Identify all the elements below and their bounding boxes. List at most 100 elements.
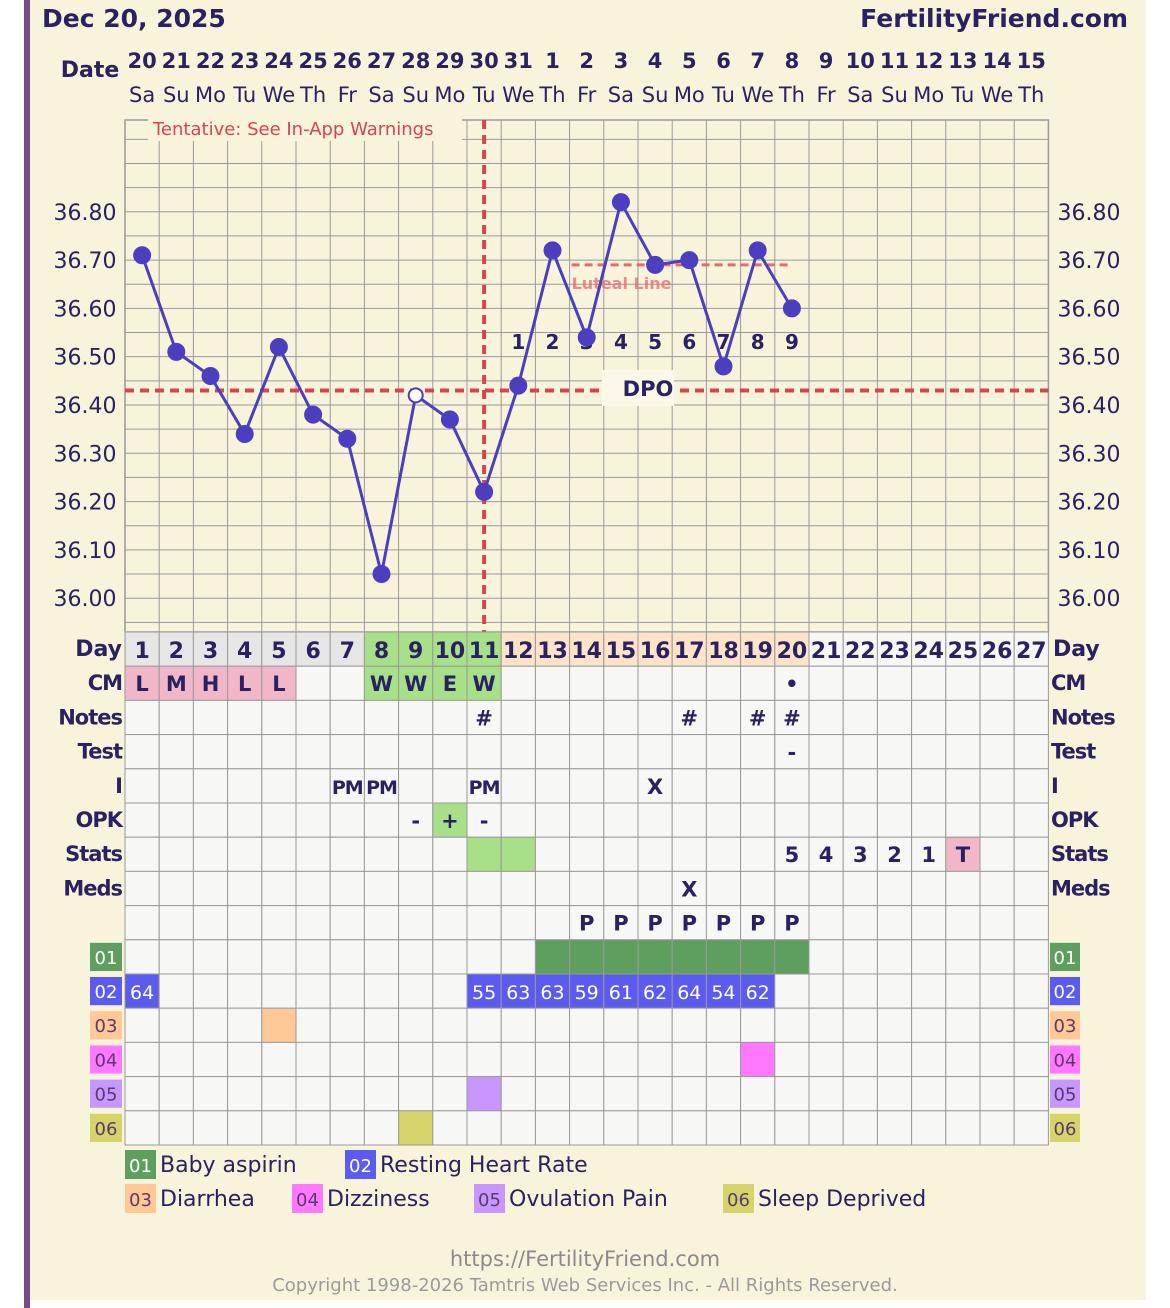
table-cell (500, 802, 536, 838)
date-number: 8 (785, 49, 800, 73)
table-cell (569, 836, 605, 872)
row-label-test: Test (78, 740, 123, 764)
row-label-right-stats: Stats (1051, 842, 1108, 866)
warning-text: Tentative: See In-App Warnings (152, 119, 433, 140)
table-cell (124, 699, 160, 736)
temperature-point[interactable] (646, 255, 665, 274)
weekday-label: Tu (472, 83, 496, 107)
temperature-point[interactable] (440, 410, 459, 429)
table-cell (158, 768, 194, 804)
row-label-right-notes: Notes (1051, 705, 1115, 729)
temperature-point[interactable] (269, 338, 288, 357)
category-cell (603, 939, 639, 975)
date-number: 2 (579, 49, 594, 73)
temperature-point[interactable] (133, 246, 152, 265)
table-cell (363, 665, 400, 701)
day-number: 20 (777, 639, 808, 664)
category-cell (363, 939, 400, 975)
category-cell (295, 1041, 331, 1078)
day-number: 24 (913, 639, 944, 664)
temperature-point-open[interactable] (407, 387, 424, 404)
category-cell (432, 939, 468, 975)
category-cell (705, 1007, 742, 1043)
table-cell (740, 870, 776, 907)
table-cell-value: P (784, 912, 799, 936)
day-number: 21 (811, 639, 842, 664)
category-cell (432, 1041, 468, 1078)
table-cell (603, 870, 639, 907)
legend-label: Diarrhea (160, 1187, 255, 1212)
day-cell (363, 631, 400, 667)
category-cell (876, 1041, 913, 1078)
category-cell (945, 973, 981, 1009)
category-badge-left (90, 1079, 122, 1108)
table-cell (158, 870, 194, 907)
category-cell (876, 1076, 913, 1112)
temperature-point[interactable] (714, 357, 733, 376)
table-cell (363, 699, 400, 736)
temperature-point[interactable] (543, 241, 562, 260)
temperature-point[interactable] (475, 482, 494, 501)
table-cell (740, 768, 776, 804)
day-cell (192, 631, 229, 667)
table-cell (261, 870, 297, 907)
day-number: 17 (674, 639, 705, 664)
table-cell (124, 802, 160, 838)
table-cell (671, 665, 707, 701)
temperature-point[interactable] (782, 299, 801, 318)
table-cell (398, 905, 434, 941)
day-row-label-right: Day (1053, 637, 1100, 662)
table-cell-value: P (647, 912, 662, 936)
table-cell (842, 665, 878, 701)
temperature-point[interactable] (338, 429, 357, 448)
category-cell (705, 1110, 742, 1146)
table-cell-value: L (272, 672, 285, 696)
category-cell (124, 1110, 160, 1146)
category-cell (363, 973, 400, 1009)
table-cell-value: 3 (853, 843, 868, 867)
temperature-point[interactable] (167, 342, 186, 361)
table-cell-value: # (475, 706, 493, 730)
table-cell (466, 734, 502, 770)
table-cell (842, 870, 878, 907)
day-number: 9 (408, 639, 423, 664)
legend-label: Resting Heart Rate (380, 1153, 588, 1178)
table-cell (261, 699, 297, 736)
table-cell (158, 802, 194, 838)
weekday-label: Mo (913, 83, 944, 107)
legend-code: 04 (296, 1190, 319, 1211)
temperature-point[interactable] (235, 424, 254, 443)
category-badge-right (1050, 1079, 1080, 1108)
category-cell (295, 1007, 331, 1043)
warning-bg (148, 117, 462, 141)
category-cell (261, 1110, 297, 1146)
temperature-point[interactable] (577, 328, 596, 347)
header-date: Dec 20, 2025 (42, 4, 226, 33)
category-cell (842, 973, 878, 1009)
table-cell (637, 699, 673, 736)
y-tick-label-right: 36.40 (1058, 394, 1121, 419)
temperature-point[interactable] (680, 251, 699, 270)
temperature-point[interactable] (201, 367, 220, 385)
temperature-point[interactable] (748, 241, 767, 260)
temperature-point[interactable] (611, 193, 630, 212)
table-cell-value: • (785, 672, 798, 696)
temperature-point[interactable] (304, 405, 323, 424)
legend-swatch-03 (125, 1184, 156, 1213)
date-number: 25 (298, 49, 327, 73)
table-cell (534, 802, 571, 838)
legend-code: 06 (727, 1190, 750, 1211)
temperature-point[interactable] (372, 565, 391, 584)
table-cell (432, 905, 468, 941)
category-cell (329, 1076, 365, 1112)
table-cell-value: P (579, 912, 594, 936)
table-cell (569, 870, 605, 907)
category-badge-right (1050, 1011, 1080, 1040)
table-cell (295, 905, 331, 941)
weekday-label: Su (402, 83, 429, 107)
table-cell (945, 802, 981, 838)
table-cell-value: H (202, 672, 220, 696)
category-cell (124, 973, 160, 1009)
temperature-point[interactable] (509, 376, 528, 395)
category-cell (466, 1076, 502, 1112)
